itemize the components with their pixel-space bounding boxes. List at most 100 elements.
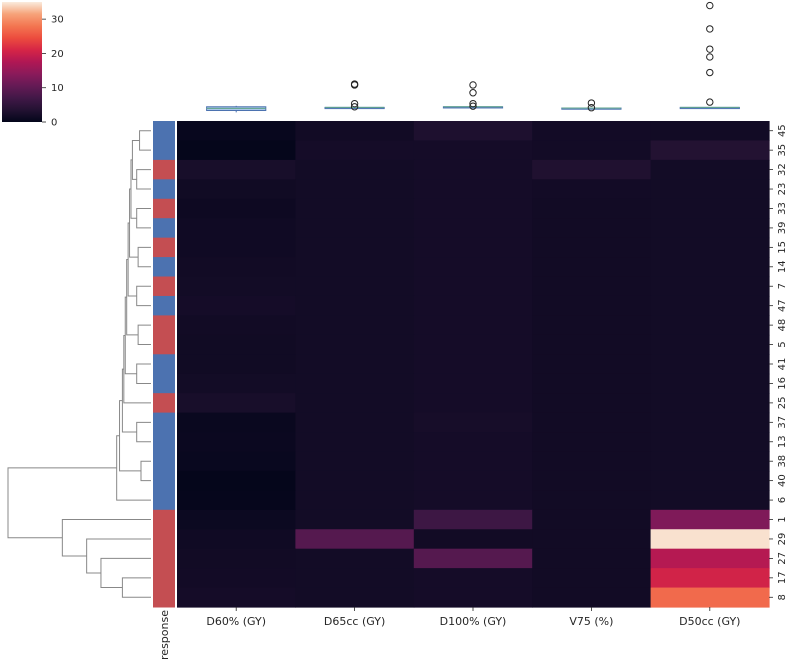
heatmap-cell-29-2	[413, 529, 533, 550]
row-label-7: 7	[777, 283, 788, 289]
response-color-1	[153, 509, 175, 530]
row-label-35: 35	[777, 144, 788, 157]
boxplot-0	[206, 105, 267, 113]
heatmap-cell-6-0	[177, 490, 296, 511]
heatmap-cell-13-4	[650, 432, 770, 453]
heatmap-cell-38-2	[413, 451, 533, 472]
response-side-colors	[153, 121, 175, 608]
row-label-1: 1	[777, 516, 788, 522]
heatmap-cell-14-4	[650, 257, 770, 278]
response-color-14	[153, 257, 175, 278]
response-color-27	[153, 548, 175, 569]
heatmap-cell-17-0	[177, 568, 296, 589]
heatmap-cell-37-0	[177, 412, 296, 433]
column-label-1: D65cc (GY)	[324, 615, 385, 628]
dendrogram-link-19	[121, 577, 151, 598]
heatmap-cell-5-4	[650, 334, 770, 355]
response-color-35	[153, 140, 175, 161]
row-label-13: 13	[777, 435, 788, 448]
heatmap-cell-40-1	[295, 470, 415, 491]
heatmap-cell-27-1	[295, 548, 415, 569]
row-label-15: 15	[777, 241, 788, 254]
heatmap	[177, 121, 770, 608]
row-label-38: 38	[777, 455, 788, 468]
dendrogram-link-15	[123, 334, 151, 404]
heatmap-cell-40-4	[650, 470, 770, 491]
response-color-16	[153, 373, 175, 394]
dendrogram-link-9	[131, 139, 140, 180]
row-label-45: 45	[777, 124, 788, 137]
response-color-6	[153, 490, 175, 511]
heatmap-cell-15-2	[413, 237, 533, 258]
heatmap-cell-32-1	[295, 159, 415, 180]
heatmap-cell-45-0	[177, 121, 296, 142]
heatmap-cell-45-2	[413, 121, 533, 142]
heatmap-cell-15-1	[295, 237, 415, 258]
heatmap-cell-39-1	[295, 218, 415, 239]
heatmap-cell-25-2	[413, 393, 533, 414]
row-label-5: 5	[777, 341, 788, 347]
heatmap-cell-25-3	[532, 393, 652, 414]
heatmap-cell-14-0	[177, 257, 296, 278]
heatmap-cell-39-4	[650, 218, 770, 239]
boxplot-2	[442, 81, 504, 110]
heatmap-cell-33-0	[177, 198, 296, 219]
heatmap-cell-37-2	[413, 412, 533, 433]
heatmap-cell-47-1	[295, 295, 415, 316]
heatmap-cell-39-2	[413, 218, 533, 239]
response-color-39	[153, 218, 175, 239]
heatmap-cell-1-4	[650, 509, 770, 530]
heatmap-cell-13-3	[532, 432, 652, 453]
heatmap-cell-32-2	[413, 159, 533, 180]
response-color-47	[153, 295, 175, 316]
heatmap-cell-40-0	[177, 470, 296, 491]
heatmap-cell-5-3	[532, 334, 652, 355]
heatmap-cell-23-0	[177, 179, 296, 200]
heatmap-cell-6-3	[532, 490, 652, 511]
boxplot-outlier-4-1	[706, 68, 714, 77]
row-label-25: 25	[777, 397, 788, 410]
response-color-48	[153, 315, 175, 336]
colorbar-bar	[2, 2, 42, 122]
heatmap-cell-25-0	[177, 393, 296, 414]
heatmap-cell-32-4	[650, 159, 770, 180]
heatmap-cell-25-1	[295, 393, 415, 414]
column-label-2: D100% (GY)	[440, 615, 507, 628]
heatmap-cell-16-3	[532, 373, 652, 394]
heatmap-cell-8-3	[532, 587, 652, 608]
response-color-33	[153, 198, 175, 219]
response-color-38	[153, 451, 175, 472]
heatmap-cell-6-4	[650, 490, 770, 511]
heatmap-cell-14-2	[413, 257, 533, 278]
heatmap-cell-37-4	[650, 412, 770, 433]
heatmap-cell-47-2	[413, 295, 533, 316]
heatmap-cell-7-1	[295, 276, 415, 297]
heatmap-cell-8-1	[295, 587, 415, 608]
column-labels: D60% (GY) D65cc (GY) D100% (GY) V75 (%) D50c…	[206, 607, 740, 628]
row-label-40: 40	[777, 474, 788, 487]
boxplot-outlier-4-2	[706, 53, 714, 61]
response-color-32	[153, 159, 175, 180]
heatmap-cell-1-2	[413, 509, 533, 530]
row-label-39: 39	[777, 222, 788, 235]
row-label-6: 6	[777, 497, 788, 503]
heatmap-cell-16-4	[650, 373, 770, 394]
response-color-40	[153, 470, 175, 491]
heatmap-cell-33-4	[650, 198, 770, 219]
heatmap-cell-15-0	[177, 237, 296, 258]
dendrogram-link-6	[136, 363, 151, 384]
heatmap-cell-17-3	[532, 568, 652, 589]
heatmap-cell-7-2	[413, 276, 533, 297]
heatmap-cell-8-2	[413, 587, 533, 608]
column-label-3: V75 (%)	[569, 615, 613, 628]
heatmap-cell-1-3	[532, 509, 652, 530]
dendrogram-link-22	[61, 519, 151, 557]
heatmap-cell-48-2	[413, 315, 533, 336]
boxplot-outlier-3-0	[587, 104, 596, 112]
heatmap-cell-5-2	[413, 334, 533, 355]
row-label-17: 17	[777, 571, 788, 584]
response-color-41	[153, 354, 175, 375]
row-label-47: 47	[777, 299, 788, 312]
dendrogram-root	[7, 467, 117, 539]
